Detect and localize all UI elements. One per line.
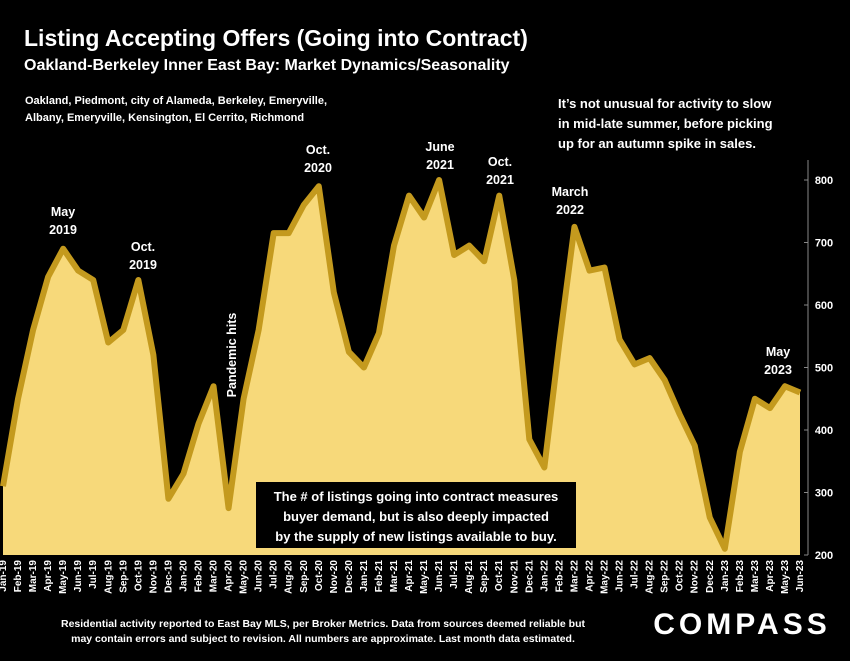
annotation: 2019 — [49, 223, 77, 237]
region-note: Oakland, Piedmont, city of Alameda, Berk… — [25, 95, 327, 107]
x-tick-label: Mar-20 — [209, 560, 220, 593]
x-tick-label: Jun-22 — [615, 560, 626, 593]
y-tick-label: 200 — [815, 550, 833, 562]
x-tick-label: Jun-20 — [254, 560, 265, 593]
x-tick-label: Sep-20 — [299, 560, 310, 593]
box-note: buyer demand, but is also deeply impacte… — [283, 509, 549, 524]
x-tick-label: Apr-21 — [404, 560, 415, 592]
x-tick-label: Jun-23 — [795, 560, 806, 593]
note-box — [256, 482, 576, 548]
x-tick-label: Nov-22 — [690, 560, 701, 594]
side-note: up for an autumn spike in sales. — [558, 136, 756, 151]
x-tick-label: Jan-23 — [720, 560, 731, 592]
x-tick-label: Mar-21 — [389, 560, 400, 593]
y-tick-label: 400 — [815, 425, 833, 437]
annotation: Oct. — [131, 240, 155, 254]
x-tick-label: Apr-23 — [765, 560, 776, 592]
annotation: 2023 — [764, 363, 792, 377]
x-tick-label: May-19 — [58, 560, 69, 594]
x-tick-label: Jan-20 — [178, 560, 189, 592]
chart-subtitle: Oakland-Berkeley Inner East Bay: Market … — [24, 57, 510, 74]
x-tick-label: Jan-22 — [539, 560, 550, 592]
annotation: May — [766, 345, 790, 359]
x-tick-label: Dec-20 — [344, 560, 355, 593]
x-tick-label: Dec-22 — [705, 560, 716, 593]
x-tick-label: Nov-20 — [329, 560, 340, 594]
x-tick-label: Jun-19 — [73, 560, 84, 593]
x-tick-label: May-21 — [419, 560, 430, 594]
x-tick-label: Aug-20 — [284, 560, 295, 594]
x-tick-label: Feb-23 — [735, 560, 746, 593]
y-tick-label: 700 — [815, 238, 833, 250]
annotation: 2021 — [486, 173, 514, 187]
x-tick-label: Nov-19 — [148, 560, 159, 594]
x-tick-label: Feb-20 — [193, 560, 204, 593]
x-tick-label: Aug-19 — [103, 560, 114, 594]
x-tick-label: May-22 — [600, 560, 611, 594]
y-tick-label: 800 — [815, 175, 833, 187]
x-tick-label: Jul-22 — [630, 560, 641, 589]
x-tick-label: Sep-19 — [118, 560, 129, 593]
annotation: Pandemic hits — [225, 313, 239, 398]
annotation: Oct. — [488, 155, 512, 169]
box-note: by the supply of new listings available … — [275, 529, 556, 544]
footer: may contain errors and subject to revisi… — [71, 633, 575, 645]
y-tick-label: 300 — [815, 488, 833, 500]
chart-title: Listing Accepting Offers (Going into Con… — [24, 25, 528, 51]
x-tick-label: Jan-19 — [0, 560, 9, 592]
x-tick-label: Dec-21 — [524, 560, 535, 593]
x-tick-label: Sep-22 — [660, 560, 671, 593]
x-tick-label: Nov-21 — [509, 560, 520, 594]
x-tick-label: Jan-21 — [359, 560, 370, 592]
y-tick-label: 500 — [815, 363, 833, 375]
box-note: The # of listings going into contract me… — [274, 489, 559, 504]
x-tick-label: Jul-20 — [269, 560, 280, 589]
x-tick-label: Jun-21 — [434, 560, 445, 593]
x-tick-label: Aug-21 — [464, 560, 475, 594]
x-tick-label: Sep-21 — [479, 560, 490, 593]
annotation: March — [552, 185, 589, 199]
x-tick-label: Feb-22 — [554, 560, 565, 593]
x-tick-label: Oct-21 — [494, 560, 505, 592]
x-tick-label: May-23 — [780, 560, 791, 594]
x-tick-label: Dec-19 — [163, 560, 174, 593]
x-tick-label: Apr-22 — [584, 560, 595, 592]
annotation: May — [51, 205, 75, 219]
x-tick-label: Feb-21 — [374, 560, 385, 593]
area — [3, 180, 800, 555]
annotation: June — [425, 140, 454, 154]
x-tick-label: Mar-19 — [28, 560, 39, 593]
x-tick-label: Apr-19 — [43, 560, 54, 592]
x-tick-label: Jul-21 — [449, 560, 460, 589]
logo: COMPASS — [653, 608, 830, 641]
x-tick-label: Oct-19 — [133, 560, 144, 592]
region-note: Albany, Emeryville, Kensington, El Cerri… — [25, 112, 304, 124]
x-tick-label: Oct-20 — [314, 560, 325, 592]
x-tick-label: Feb-19 — [13, 560, 24, 593]
annotation: Oct. — [306, 143, 330, 157]
x-tick-label: Oct-22 — [675, 560, 686, 592]
annotation: 2019 — [129, 258, 157, 272]
x-tick-label: Aug-22 — [645, 560, 656, 594]
x-tick-label: Mar-22 — [569, 560, 580, 593]
line — [0, 177, 802, 552]
x-tick-label: Jul-19 — [88, 560, 99, 589]
y-tick-label: 600 — [815, 300, 833, 312]
footer: Residential activity reported to East Ba… — [61, 618, 585, 630]
side-note: in mid-late summer, before picking — [558, 116, 773, 131]
side-note: It’s not unusual for activity to slow — [558, 96, 772, 111]
x-tick-label: May-20 — [239, 560, 250, 594]
x-tick-label: Apr-20 — [224, 560, 235, 592]
annotation: 2021 — [426, 158, 454, 172]
x-tick-label: Mar-23 — [750, 560, 761, 593]
annotation: 2022 — [556, 203, 584, 217]
annotation: 2020 — [304, 161, 332, 175]
